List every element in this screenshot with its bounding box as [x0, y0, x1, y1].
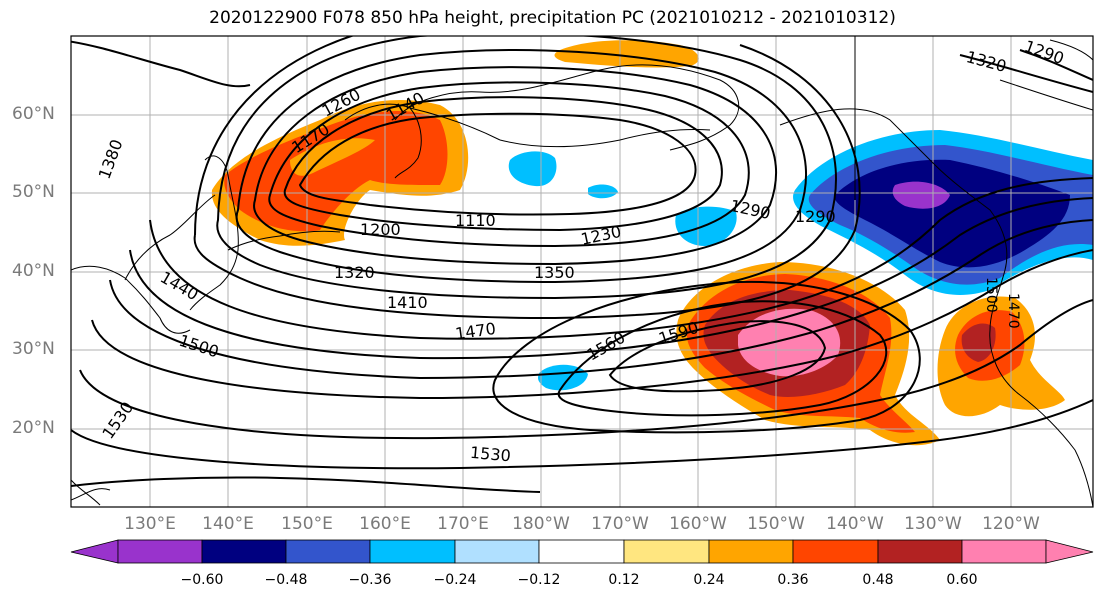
lat-label: 60°N: [12, 104, 55, 124]
colorbar-segment: [285, 539, 371, 564]
lon-label: 150°W: [747, 514, 805, 534]
lat-label: 50°N: [12, 182, 55, 202]
colorbar-segment: [877, 539, 963, 564]
lon-label: 120°W: [982, 514, 1040, 534]
contour-label: 1530: [469, 443, 511, 465]
colorbar-tick-label: −0.60: [180, 572, 224, 588]
contour-label: 1320: [334, 263, 375, 282]
map-frame: [70, 35, 1094, 508]
lon-label: 140°W: [826, 514, 884, 534]
lon-label: 170°E: [437, 514, 489, 534]
lat-label: 30°N: [12, 339, 55, 359]
lat-label: 20°N: [12, 418, 55, 438]
colorbar-segment: [201, 539, 287, 564]
colorbar-segment: [708, 539, 794, 564]
lon-label: 160°E: [359, 514, 411, 534]
colorbar: [70, 539, 1094, 564]
colorbar-segment: [538, 539, 625, 564]
colorbar-tick-label: 0.24: [693, 572, 725, 588]
lon-label: 180°W: [512, 514, 570, 534]
contour-label: 1350: [534, 263, 575, 282]
lat-label: 40°N: [12, 261, 55, 281]
lon-label: 140°E: [202, 514, 254, 534]
height-contours: [71, 36, 1093, 493]
contour-label: 1110: [455, 211, 496, 230]
contour-label: 1470: [1005, 293, 1021, 329]
lon-label: 130°W: [904, 514, 962, 534]
colorbar-tick-label: −0.36: [348, 572, 392, 588]
colorbar-segment: [792, 539, 879, 564]
colorbar-extend-low: [70, 539, 119, 564]
lon-label: 130°E: [124, 514, 176, 534]
colorbar-tick-label: 0.36: [777, 572, 809, 588]
map-title: 2020122900 F078 850 hPa height, precipit…: [209, 8, 896, 28]
colorbar-segment: [961, 539, 1047, 564]
contour-label: 1290: [795, 207, 836, 226]
colorbar-segment: [369, 539, 456, 564]
lon-label: 170°W: [591, 514, 649, 534]
coastlines: [71, 36, 1093, 507]
contour-label: 1200: [360, 220, 401, 239]
colorbar-tick-label: 0.60: [946, 572, 978, 588]
contour-label: 1410: [387, 293, 428, 312]
colorbar-tick-label: 0.12: [608, 572, 640, 588]
colorbar-segment: [454, 539, 540, 564]
colorbar-tick-label: 0.48: [862, 572, 894, 588]
colorbar-tick-label: −0.24: [433, 572, 477, 588]
colorbar-segment: [117, 539, 203, 564]
contour-label: 1500: [983, 277, 999, 313]
lon-label: 160°W: [669, 514, 727, 534]
colorbar-tick-label: −0.12: [517, 572, 561, 588]
colorbar-segment: [623, 539, 710, 564]
colorbar-extend-high: [1045, 539, 1094, 564]
lon-label: 150°E: [281, 514, 333, 534]
colorbar-tick-label: −0.48: [264, 572, 308, 588]
